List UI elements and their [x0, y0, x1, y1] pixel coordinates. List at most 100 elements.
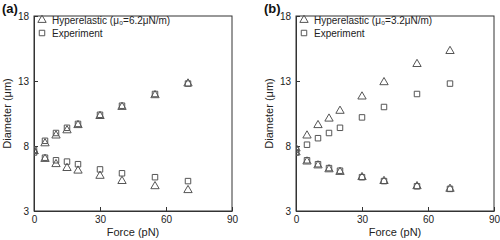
point	[63, 126, 71, 133]
x-tick-label: 0	[294, 214, 300, 225]
point	[446, 184, 454, 191]
y-tick-label: 18	[280, 11, 292, 22]
y-axis-title: Diameter (μm)	[263, 78, 275, 149]
x-tick-mark	[362, 207, 363, 211]
y-tick-mark	[34, 16, 38, 17]
point	[42, 155, 47, 160]
y-tick-label: 13	[280, 76, 292, 87]
legend-marker	[301, 30, 306, 35]
panel-label: (a)	[2, 1, 18, 16]
point	[42, 138, 47, 143]
y-tick-mark	[296, 16, 300, 17]
point	[97, 167, 102, 172]
point	[336, 167, 344, 174]
plot-frame	[296, 16, 494, 211]
x-tick-label: 60	[423, 214, 435, 225]
point	[414, 91, 419, 96]
x-tick: 60	[423, 207, 435, 225]
series	[296, 81, 453, 192]
y-tick-mark	[34, 81, 38, 82]
point	[52, 131, 60, 138]
x-tick: 30	[357, 207, 369, 225]
point	[41, 154, 49, 161]
point	[185, 81, 190, 86]
point	[296, 150, 299, 155]
point	[64, 125, 69, 130]
y-tick-mark	[296, 81, 300, 82]
y-tick: 13	[18, 76, 38, 87]
point	[34, 150, 37, 155]
point	[64, 159, 69, 164]
point	[381, 178, 386, 183]
point	[151, 181, 159, 188]
point	[413, 181, 421, 188]
y-axis-title: Diameter (μm)	[1, 78, 13, 149]
legend-marker	[39, 30, 44, 35]
x-tick-mark	[428, 207, 429, 211]
x-tick-mark	[100, 207, 101, 211]
point	[326, 165, 331, 170]
point	[119, 171, 124, 176]
y-tick-mark	[34, 211, 38, 212]
point	[118, 102, 126, 109]
point	[184, 185, 192, 192]
point	[358, 92, 366, 99]
x-tick-label: 60	[161, 214, 173, 225]
x-tick-label: 0	[32, 214, 38, 225]
point	[296, 148, 300, 155]
y-axis: 3 8 13 18	[280, 11, 300, 217]
point	[41, 139, 49, 146]
y-tick: 18	[18, 11, 38, 22]
point	[337, 168, 342, 173]
point	[185, 178, 190, 183]
x-axis-line	[35, 211, 233, 212]
y-tick-mark	[296, 211, 300, 212]
panel: 0306090381318Force (pN)Diameter (μm)(a)H…	[1, 1, 238, 238]
point	[184, 79, 192, 86]
x-tick-mark	[494, 207, 495, 211]
series	[296, 46, 454, 191]
point	[314, 120, 322, 127]
legend: Hyperelastic (μ₀=3.2μN/m) Experiment	[300, 15, 432, 39]
point	[380, 77, 388, 84]
x-axis-line	[297, 211, 495, 212]
x-axis: 0 30 60 90	[32, 207, 239, 225]
point	[53, 130, 58, 135]
point	[326, 130, 331, 135]
point	[151, 90, 159, 97]
point	[380, 176, 388, 183]
point	[358, 172, 366, 179]
point	[304, 142, 309, 147]
point	[414, 184, 419, 189]
point	[152, 174, 157, 179]
point	[97, 112, 102, 117]
point	[337, 125, 342, 130]
y-tick-label: 13	[18, 76, 30, 87]
y-tick: 3	[285, 206, 300, 217]
legend-label: Experiment	[314, 28, 365, 39]
x-tick: 90	[489, 207, 500, 225]
x-axis-title: Force (pN)	[107, 226, 160, 238]
x-tick: 30	[95, 207, 107, 225]
point	[447, 81, 452, 86]
y-tick-label: 18	[18, 11, 30, 22]
points	[34, 79, 192, 193]
x-tick: 60	[161, 207, 173, 225]
legend-label: Hyperelastic (μ₀=3.2μN/m)	[314, 15, 432, 26]
point	[303, 131, 311, 138]
point	[446, 46, 454, 53]
x-tick-mark	[232, 207, 233, 211]
legend-label: Hyperelastic (μ₀=6.2μN/m)	[52, 15, 170, 26]
x-tick-label: 90	[489, 214, 500, 225]
x-tick-label: 90	[227, 214, 239, 225]
y-tick-label: 3	[285, 206, 291, 217]
legend-marker	[300, 15, 308, 22]
points	[296, 46, 454, 191]
y-tick-label: 3	[23, 206, 29, 217]
panel: 0306090381318Force (pN)Diameter (μm)(b)H…	[263, 1, 500, 238]
point	[314, 161, 322, 168]
y-tick-label: 8	[285, 141, 291, 152]
x-tick-label: 30	[95, 214, 107, 225]
point	[325, 114, 333, 121]
series	[34, 81, 191, 184]
